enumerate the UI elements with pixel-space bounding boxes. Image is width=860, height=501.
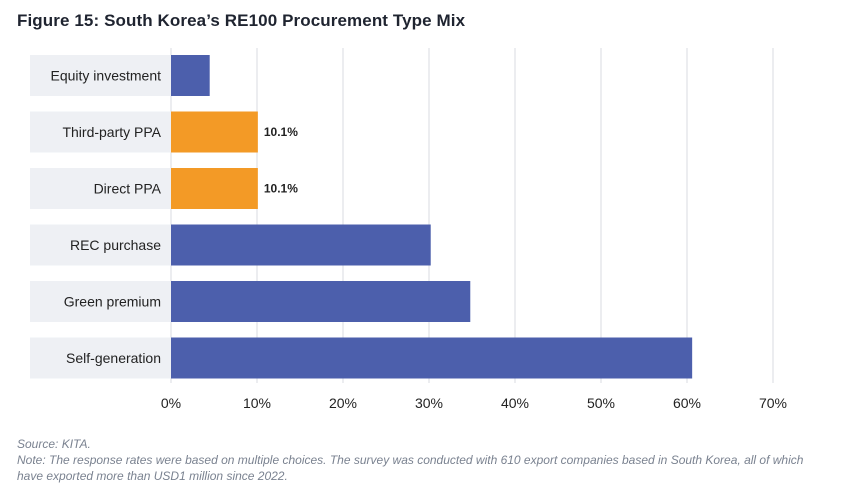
bar (171, 224, 431, 266)
data-label: 10.1% (264, 125, 298, 139)
category-label: REC purchase (70, 237, 161, 253)
x-tick-label: 0% (161, 395, 181, 411)
chart-title: Figure 15: South Korea’s RE100 Procureme… (17, 11, 466, 30)
x-tick-label: 40% (501, 395, 529, 411)
x-tick-label: 70% (759, 395, 787, 411)
data-label: 10.1% (264, 182, 298, 196)
category-label: Direct PPA (94, 181, 162, 197)
bar (171, 55, 210, 96)
source-text: Source: KITA. (17, 437, 91, 451)
category-label: Third-party PPA (62, 124, 161, 140)
bar (171, 111, 258, 153)
category-label-bg (30, 168, 171, 209)
category-label: Green premium (64, 294, 161, 310)
bar (171, 281, 471, 322)
category-label: Self-generation (66, 350, 161, 366)
category-label-bg (30, 224, 171, 266)
x-tick-label: 10% (243, 395, 271, 411)
bar-chart: Equity investment Third-party PPA 10.1% Dir… (30, 48, 787, 411)
category-label-bg (30, 111, 171, 153)
bar (171, 168, 258, 209)
category-label-bg (30, 337, 171, 379)
category-label-bg (30, 55, 171, 96)
x-tick-label: 20% (329, 395, 357, 411)
note-text: Note: The response rates were based on m… (17, 453, 804, 483)
chart-notes: Source: KITA. Note: The response rates w… (17, 436, 817, 484)
x-tick-label: 30% (415, 395, 443, 411)
category-label-bg (30, 281, 171, 322)
x-tick-label: 60% (673, 395, 701, 411)
category-label: Equity investment (51, 68, 162, 84)
bar (171, 337, 693, 379)
x-tick-label: 50% (587, 395, 615, 411)
